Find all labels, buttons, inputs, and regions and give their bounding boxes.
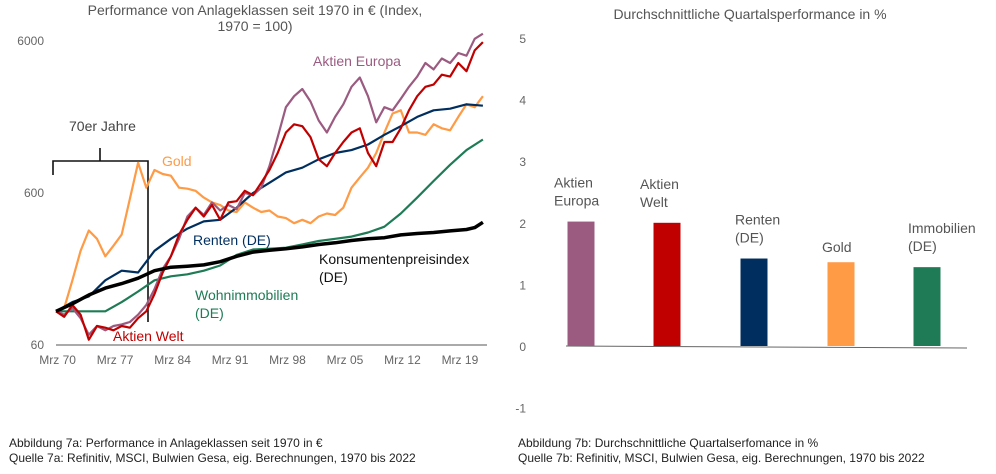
bar-renten	[740, 258, 768, 346]
bar-category-label: Aktien	[640, 176, 679, 192]
x-tick-label: Mrz 77	[97, 353, 134, 367]
y-tick-label: 4	[519, 94, 526, 108]
label-wohn-line2: (DE)	[195, 305, 224, 321]
bar-category-label: Welt	[640, 194, 668, 210]
bar-gold	[827, 262, 855, 346]
label-wohnimmobilien: Wohnimmobilien (DE)	[195, 286, 298, 322]
series-line-aktien-europa	[55, 32, 484, 336]
bar-aktien	[567, 221, 595, 346]
y-tick-label: 2	[519, 217, 526, 231]
x-tick-label: Mrz 84	[154, 353, 191, 367]
y-tick-label: 0	[519, 340, 526, 354]
series-line-aktien-welt	[55, 41, 484, 341]
label-wohn-line1: Wohnimmobilien	[195, 287, 299, 303]
y-tick-label: 6000	[17, 34, 44, 48]
y-tick-label: 1	[519, 278, 526, 292]
bar-category-label: Europa	[554, 193, 599, 209]
y-tick-label: 600	[24, 186, 44, 200]
bar-category-label: (DE)	[735, 230, 764, 246]
y-tick-label: 5	[519, 32, 526, 46]
label-kpi: Konsumentenpreisindex (DE)	[319, 250, 469, 286]
label-aktien-welt: Aktien Welt	[113, 328, 184, 344]
label-gold: Gold	[162, 153, 192, 169]
bar-category-label: Aktien	[554, 175, 593, 191]
x-tick-label: Mrz 70	[39, 353, 76, 367]
bar-aktien	[653, 222, 681, 346]
label-kpi-line2: (DE)	[319, 269, 348, 285]
x-tick-label: Mrz 05	[327, 353, 364, 367]
left-chart-title-line1: Performance von Anlageklassen seit 1970 …	[87, 2, 423, 18]
right-chart-title: Durchschnittliche Quartalsperformance in…	[613, 6, 887, 22]
label-aktien-europa: Aktien Europa	[313, 53, 401, 69]
annotation-70er-jahre: 70er Jahre	[69, 118, 136, 134]
left-chart-title-line2: 1970 = 100)	[217, 18, 293, 34]
x-tick-label: Mrz 98	[269, 353, 306, 367]
series-line-gold	[55, 95, 484, 313]
left-caption-line2: Quelle 7a: Refinitiv, MSCI, Bulwien Gesa…	[9, 451, 416, 465]
bar-category-label: Renten	[735, 212, 780, 228]
y-tick-label: 60	[31, 338, 45, 352]
series-line-renten-de-	[55, 103, 483, 313]
bar-immobilien	[913, 267, 941, 346]
bar-category-label: Immobilien	[908, 220, 976, 236]
zero-axis-line	[565, 345, 968, 349]
right-caption: Abbildung 7b: Durchschnittliche Quartals…	[518, 436, 925, 466]
label-kpi-line1: Konsumentenpreisindex	[319, 251, 470, 267]
right-caption-line2: Quelle 7b: Refinitiv, MSCI, Bulwien Gesa…	[518, 451, 925, 465]
bar-category-label: Gold	[822, 239, 852, 255]
y-tick-label: -1	[515, 402, 526, 416]
left-chart-title: Performance von Anlageklassen seit 1970 …	[40, 2, 470, 34]
bracket-70er-jahre	[52, 148, 149, 322]
x-tick-label: Mrz 19	[442, 353, 479, 367]
x-tick-label: Mrz 12	[384, 353, 421, 367]
label-renten: Renten (DE)	[193, 232, 271, 248]
left-caption: Abbildung 7a: Performance in Anlageklass…	[9, 436, 416, 466]
series-line-konsumentenpreisindex-de-	[55, 220, 484, 313]
y-tick-label: 3	[519, 155, 526, 169]
x-tick-label: Mrz 91	[212, 353, 249, 367]
left-caption-line1: Abbildung 7a: Performance in Anlageklass…	[9, 436, 323, 450]
right-caption-line1: Abbildung 7b: Durchschnittliche Quartals…	[518, 436, 819, 450]
bar-category-label: (DE)	[908, 238, 937, 254]
